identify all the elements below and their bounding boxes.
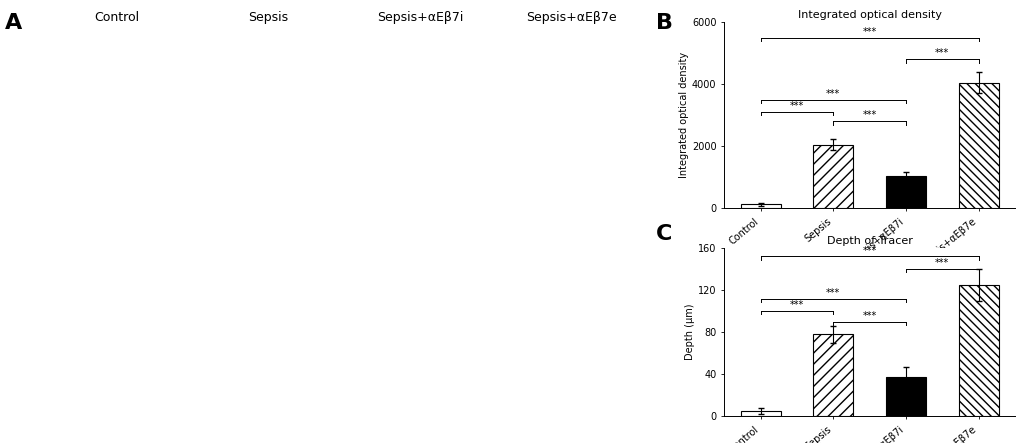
Text: ***: ***: [862, 311, 875, 321]
Bar: [812, 334, 852, 416]
Text: ***: ***: [862, 246, 875, 256]
Title: Integrated optical density: Integrated optical density: [797, 10, 941, 20]
Text: ***: ***: [789, 300, 803, 311]
Text: ***: ***: [825, 89, 840, 99]
Bar: [958, 83, 998, 208]
Text: C: C: [655, 224, 672, 244]
Text: Sepsis+αEβ7e: Sepsis+αEβ7e: [526, 12, 616, 24]
Text: Sepsis+αEβ7i: Sepsis+αEβ7i: [377, 12, 463, 24]
Bar: [740, 205, 780, 208]
Bar: [740, 411, 780, 416]
Text: A: A: [5, 13, 22, 33]
Y-axis label: Integrated optical density: Integrated optical density: [679, 52, 689, 178]
Title: Depth of Tracer: Depth of Tracer: [825, 236, 912, 246]
Text: ***: ***: [789, 101, 803, 111]
Bar: [812, 144, 852, 208]
Text: ***: ***: [934, 258, 949, 268]
Bar: [886, 377, 925, 416]
Text: ***: ***: [934, 48, 949, 58]
Text: Control: Control: [94, 12, 139, 24]
Text: Sepsis: Sepsis: [248, 12, 288, 24]
Bar: [886, 176, 925, 208]
Text: ***: ***: [825, 288, 840, 298]
Text: ***: ***: [862, 110, 875, 120]
Text: B: B: [655, 13, 673, 33]
Y-axis label: Depth (μm): Depth (μm): [685, 304, 695, 361]
Text: ***: ***: [862, 27, 875, 37]
Bar: [958, 285, 998, 416]
